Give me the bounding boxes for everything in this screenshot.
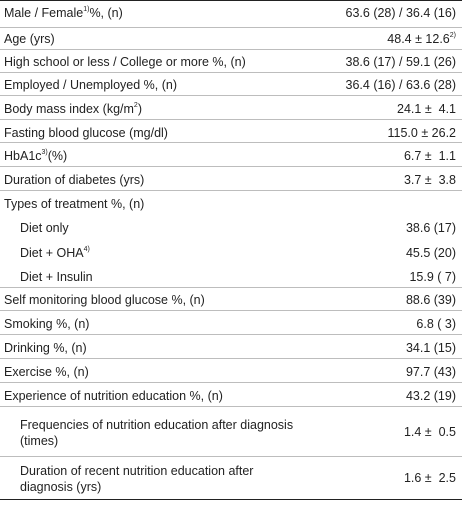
row-label: Duration of diabetes (yrs) [4, 173, 145, 187]
row-value: 38.6 (17) / 59.1 (26) [345, 55, 456, 69]
table-row: Diet + OHA4) 45.5 (20) [0, 237, 462, 260]
row-value: 38.6 (17) [405, 221, 456, 235]
table-row: Self monitoring blood glucose %, (n) 88.… [0, 287, 462, 310]
row-value: 97.7 (43) [405, 365, 456, 379]
row-label: Diet only [20, 221, 69, 235]
row-label: Duration of recent nutrition education a… [20, 464, 254, 494]
table-row: Employed / Unemployed %, (n) 36.4 (16) /… [0, 72, 462, 95]
row-value: 45.5 (20) [405, 246, 456, 260]
row-label: Diet + OHA4) [20, 245, 90, 260]
table-row: Duration of recent nutrition education a… [0, 456, 462, 499]
table-bottom-rule [0, 499, 462, 500]
row-value: 3.7 ± 3.8 [403, 173, 456, 187]
table-row: Duration of diabetes (yrs) 3.7 ± 3.8 [0, 166, 462, 190]
table-row: High school or less / College or more %,… [0, 49, 462, 72]
row-label: High school or less / College or more %,… [4, 55, 246, 69]
table-top-rule [0, 0, 462, 1]
table-row: Male / Female1)%, (n) 63.6 (28) / 36.4 (… [0, 6, 462, 26]
table-row: Frequencies of nutrition education after… [0, 406, 462, 457]
table-row: HbA1c3)(%) 6.7 ± 1.1 [0, 142, 462, 166]
table-row: Exercise %, (n) 97.7 (43) [0, 358, 462, 382]
table-row: Smoking %, (n) 6.8 ( 3) [0, 310, 462, 334]
row-value: 115.0 ± 26.2 [387, 126, 457, 140]
row-value: 34.1 (15) [405, 341, 456, 355]
row-label: Drinking %, (n) [4, 341, 87, 355]
row-label: Experience of nutrition education %, (n) [4, 389, 223, 403]
table-row: Fasting blood glucose (mg/dl) 115.0 ± 26… [0, 119, 462, 142]
row-label: Smoking %, (n) [4, 317, 90, 331]
row-value: 6.8 ( 3) [416, 317, 456, 331]
row-value: 15.9 ( 7) [409, 270, 456, 284]
row-value: 88.6 (39) [405, 293, 456, 307]
table-row: Types of treatment %, (n) [0, 190, 462, 214]
row-label: Body mass index (kg/m2) [4, 101, 142, 116]
row-value: 36.4 (16) / 63.6 (28) [345, 78, 456, 92]
row-label: Types of treatment %, (n) [4, 197, 145, 211]
row-value: 63.6 (28) / 36.4 (16) [345, 6, 456, 20]
row-label: Employed / Unemployed %, (n) [4, 78, 177, 92]
row-value: 1.6 ± 2.5 [403, 471, 456, 485]
row-label: HbA1c3)(%) [4, 148, 68, 163]
row-label: Male / Female1)%, (n) [4, 5, 123, 20]
table-row: Drinking %, (n) 34.1 (15) [0, 334, 462, 358]
row-value: 43.2 (19) [405, 389, 456, 403]
row-label: Self monitoring blood glucose %, (n) [4, 293, 205, 307]
table-row: Body mass index (kg/m2) 24.1 ± 4.1 [0, 95, 462, 119]
row-value: 24.1 ± 4.1 [397, 102, 456, 116]
row-label: Frequencies of nutrition education after… [20, 418, 294, 448]
row-label: Exercise %, (n) [4, 365, 89, 379]
table-row: Age (yrs) 48.4 ± 12.62) [0, 27, 462, 49]
table-row: Diet only 38.6 (17) [0, 214, 462, 236]
row-value: 6.7 ± 1.1 [403, 149, 456, 163]
row-label: Age (yrs) [4, 32, 55, 46]
row-label: Diet + Insulin [20, 270, 93, 284]
row-value: 48.4 ± 12.62) [387, 31, 456, 46]
table-row: Diet + Insulin 15.9 ( 7) [0, 260, 462, 286]
row-label: Fasting blood glucose (mg/dl) [4, 126, 168, 140]
row-value: 1.4 ± 0.5 [403, 425, 456, 439]
table-row: Experience of nutrition education %, (n)… [0, 382, 462, 406]
